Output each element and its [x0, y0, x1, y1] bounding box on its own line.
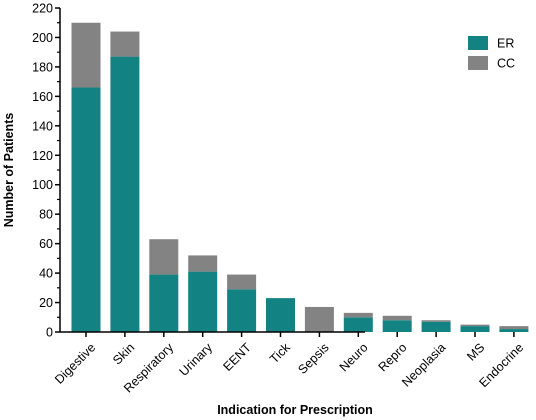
- bar-er-respiratory: [149, 274, 179, 332]
- bar-cc-digestive: [71, 22, 101, 88]
- x-axis-title: Indication for Prescription: [217, 403, 373, 417]
- bar-er-urinary: [188, 271, 218, 332]
- bar-cc-eent: [227, 274, 257, 290]
- y-tick-label: 180: [32, 60, 53, 74]
- x-tick-label: Urinary: [177, 340, 216, 379]
- bar-er-digestive: [71, 87, 101, 332]
- y-tick-label: 120: [32, 149, 53, 163]
- bars: [71, 22, 529, 332]
- bar-er-repro: [382, 320, 412, 332]
- y-tick-label: 160: [32, 90, 53, 104]
- bar-er-skin: [110, 56, 140, 332]
- x-tick-label: Digestive: [52, 340, 98, 386]
- legend-swatch-er: [468, 36, 488, 50]
- legend-swatch-cc: [468, 56, 488, 70]
- y-tick-label: 40: [39, 267, 53, 281]
- bar-er-neuro: [343, 317, 373, 332]
- bar-cc-neoplasia: [421, 320, 451, 322]
- bar-er-tick: [266, 298, 295, 332]
- x-tick-label: Repro: [376, 340, 410, 374]
- y-axis: 0 20 40 60 80 100 120 140 160 180 200 220: [32, 2, 61, 340]
- y-tick-label: 80: [39, 208, 53, 222]
- x-tick-label: Skin: [110, 340, 137, 367]
- x-tick-label: Tick: [267, 340, 293, 366]
- bar-er-neoplasia: [421, 321, 451, 332]
- bar-er-ms: [460, 326, 490, 332]
- bar-er-endocrine: [499, 329, 529, 332]
- x-tick-label: EENT: [220, 340, 254, 374]
- y-tick-label: 20: [39, 296, 53, 310]
- x-tick-label: MS: [464, 340, 487, 363]
- y-tick-label: 200: [32, 31, 53, 45]
- x-tick-label: Sepsis: [295, 340, 331, 376]
- legend: ER CC: [468, 36, 515, 71]
- bar-cc-sepsis: [304, 306, 334, 332]
- bar-cc-respiratory: [149, 239, 179, 275]
- y-tick-label: 140: [32, 119, 53, 133]
- legend-label-cc: CC: [497, 57, 515, 71]
- bar-cc-urinary: [188, 255, 218, 272]
- bar-cc-endocrine: [499, 326, 529, 330]
- bar-er-eent: [227, 289, 257, 332]
- legend-label-er: ER: [497, 37, 514, 51]
- bar-cc-ms: [460, 324, 490, 327]
- y-tick-label: 220: [32, 2, 53, 16]
- y-tick-label: 100: [32, 178, 53, 192]
- bar-cc-neuro: [343, 312, 373, 318]
- y-axis-title: Number of Patients: [2, 113, 16, 228]
- bar-cc-repro: [382, 315, 412, 321]
- y-tick-label: 0: [46, 326, 53, 340]
- bar-cc-skin: [110, 31, 140, 57]
- x-tick-label: Neuro: [337, 340, 371, 374]
- y-tick-label: 60: [39, 237, 53, 251]
